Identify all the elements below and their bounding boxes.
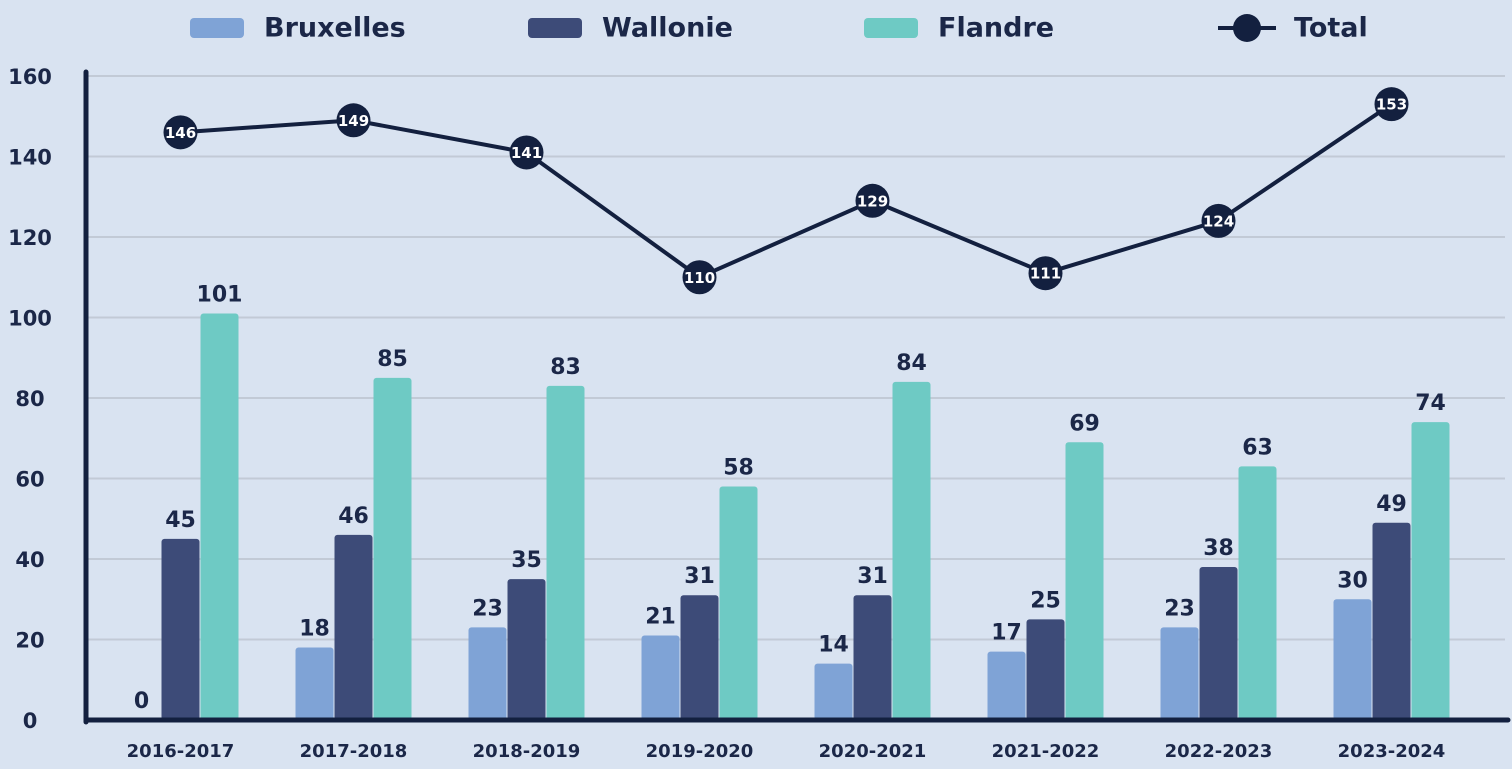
total-value-label: 153 [1376, 96, 1407, 114]
legend-swatch [190, 18, 244, 38]
bar [680, 595, 719, 720]
legend-label: Total [1294, 13, 1368, 44]
bar-value-label: 46 [338, 504, 369, 529]
bar-value-label: 35 [511, 548, 542, 573]
total-line [180, 102, 1393, 280]
bar [719, 486, 758, 720]
bar [1026, 619, 1065, 720]
x-tick-label: 2020-2021 [819, 741, 927, 762]
x-tick-label: 2016-2017 [127, 741, 235, 762]
total-value-label: 146 [165, 124, 196, 142]
bar [334, 534, 373, 720]
legend-label: Bruxelles [264, 13, 406, 44]
bar [853, 595, 892, 720]
total-marker [682, 260, 717, 295]
total-value-label: 111 [1030, 265, 1061, 283]
bar [468, 627, 507, 720]
bar-value-label: 84 [896, 351, 927, 376]
y-tick-label: 120 [8, 226, 52, 250]
y-tick-label: 80 [15, 387, 44, 411]
legend-marker [1233, 14, 1261, 42]
bar [546, 385, 585, 720]
bar [373, 377, 412, 720]
bar-value-label: 31 [857, 564, 888, 589]
total-value-label: 141 [511, 144, 542, 162]
bar [1065, 442, 1104, 720]
bar-value-label: 74 [1415, 391, 1446, 416]
bar [892, 381, 931, 720]
bar-value-label: 63 [1242, 435, 1273, 460]
total-value-label: 110 [684, 269, 715, 287]
bar-value-label: 14 [818, 633, 849, 658]
bar [641, 635, 680, 720]
total-marker [1201, 203, 1236, 238]
bar-value-label: 0 [134, 689, 149, 714]
legend-swatch [864, 18, 918, 38]
bar-value-label: 23 [472, 596, 503, 621]
bar-value-label: 85 [377, 347, 408, 372]
y-tick-label: 20 [15, 629, 44, 653]
y-tick-label: 140 [8, 146, 52, 170]
y-tick-label: 40 [15, 548, 44, 572]
bar-value-label: 21 [645, 604, 676, 629]
bar [1411, 422, 1450, 720]
bar-value-label: 83 [550, 355, 581, 380]
y-tick-label: 160 [8, 65, 52, 89]
bar-value-label: 38 [1203, 536, 1234, 561]
bar-value-label: 69 [1069, 411, 1100, 436]
legend-swatch [528, 18, 582, 38]
x-tick-label: 2022-2023 [1165, 741, 1273, 762]
y-tick-label: 0 [23, 709, 38, 733]
x-tick-label: 2017-2018 [300, 741, 408, 762]
total-value-label: 129 [857, 192, 888, 210]
bar [1333, 599, 1372, 720]
x-tick-label: 2018-2019 [473, 741, 581, 762]
legend-label: Wallonie [602, 13, 733, 44]
bar [161, 538, 200, 720]
y-tick-label: 60 [15, 468, 44, 492]
bar-value-label: 49 [1376, 492, 1407, 517]
total-marker [509, 135, 544, 170]
bar-value-label: 17 [991, 621, 1022, 646]
bar-value-label: 25 [1030, 588, 1061, 613]
bar-value-label: 30 [1337, 568, 1368, 593]
total-marker [855, 183, 890, 218]
total-marker [1028, 256, 1063, 291]
x-tick-label: 2021-2022 [992, 741, 1100, 762]
bar [987, 651, 1026, 720]
total-value-label: 149 [338, 112, 369, 130]
bar [814, 663, 853, 720]
bar [1199, 567, 1238, 720]
bar-value-label: 101 [197, 282, 243, 307]
total-value-label: 124 [1203, 212, 1234, 230]
bar-value-label: 23 [1164, 596, 1195, 621]
total-marker [163, 115, 198, 150]
bar-value-label: 31 [684, 564, 715, 589]
bar-value-label: 58 [723, 456, 754, 481]
total-marker [1374, 87, 1409, 122]
bar [295, 647, 334, 720]
x-tick-label: 2023-2024 [1338, 741, 1446, 762]
legend-label: Flandre [938, 13, 1054, 44]
x-tick-label: 2019-2020 [646, 741, 754, 762]
bar [1372, 522, 1411, 720]
bar [1160, 627, 1199, 720]
total-marker [336, 103, 371, 138]
bar-value-label: 18 [299, 617, 330, 642]
bar-value-label: 45 [165, 508, 196, 533]
y-tick-label: 100 [8, 307, 52, 331]
bar [200, 313, 239, 720]
bar [1238, 466, 1277, 720]
bar [507, 579, 546, 720]
